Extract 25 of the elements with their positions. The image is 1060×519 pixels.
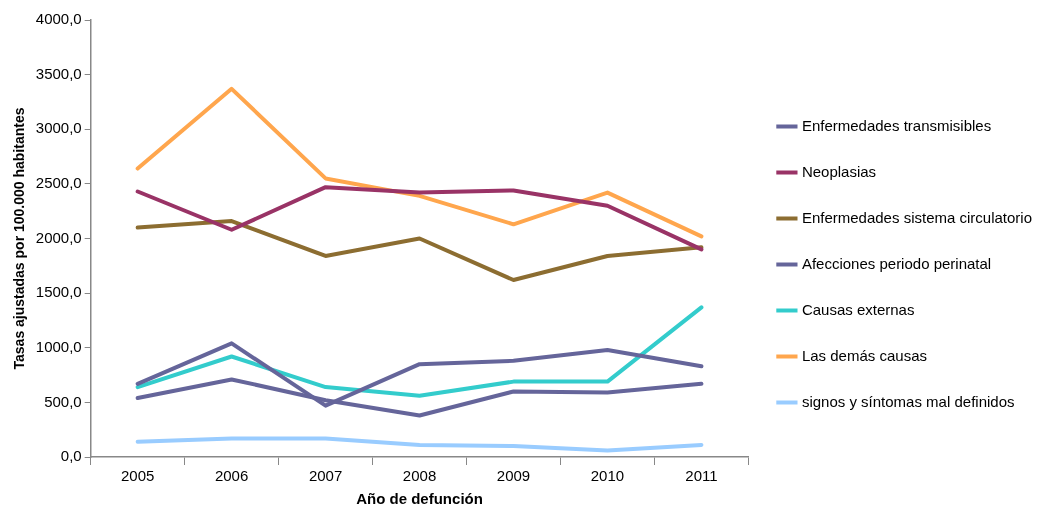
y-tick-label: 2500,0: [35, 174, 82, 192]
y-tick-label: 0,0: [60, 447, 82, 465]
x-tick-label: 2007: [308, 467, 343, 485]
x-tick-label: 2009: [496, 467, 531, 485]
legend-label: Afecciones periodo perinatal: [801, 254, 992, 272]
y-tick-label: 1500,0: [35, 283, 82, 301]
x-tick-label: 2011: [685, 467, 718, 485]
y-tick-label: 4000,0: [35, 10, 82, 28]
x-axis-title: Año de defunción: [356, 490, 483, 508]
x-tick-label: 2008: [402, 467, 437, 485]
y-tick-label: 3000,0: [35, 119, 82, 137]
legend-label: signos y síntomas mal definidos: [801, 392, 1015, 410]
legend-label: Enfermedades transmisibles: [801, 116, 992, 134]
y-tick-label: 3500,0: [35, 64, 82, 82]
legend-label: Causas externas: [801, 300, 915, 318]
y-tick-label: 500,0: [44, 392, 82, 410]
x-tick-label: 2005: [120, 467, 155, 485]
y-axis-title: Tasas ajustadas por 100.000 habitantes: [11, 107, 28, 370]
legend-label: Enfermedades sistema circulatorio: [801, 208, 1033, 226]
x-tick-label: 2010: [590, 467, 625, 485]
legend-label: Las demás causas: [801, 346, 927, 364]
y-tick-label: 1000,0: [35, 337, 82, 355]
legend-label: Neoplasias: [801, 162, 877, 180]
y-tick-label: 2000,0: [35, 228, 82, 246]
x-tick-label: 2006: [214, 467, 249, 485]
